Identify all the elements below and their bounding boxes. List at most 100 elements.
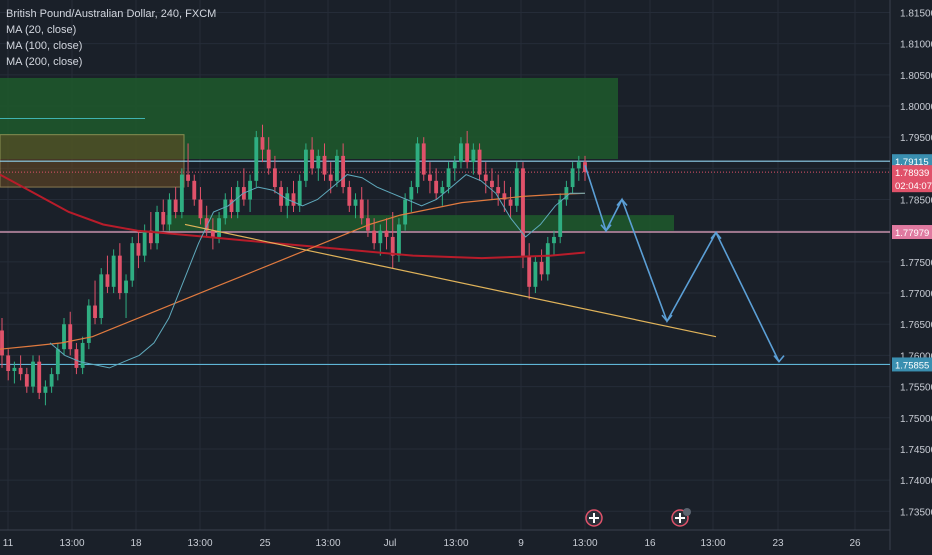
candle-body[interactable]	[167, 199, 172, 225]
ma200-line[interactable]	[0, 173, 586, 260]
candle-body[interactable]	[12, 367, 17, 371]
candle-body[interactable]	[552, 236, 556, 244]
candle-body[interactable]	[545, 243, 550, 275]
candle-body[interactable]	[179, 174, 184, 212]
candle-body[interactable]	[490, 180, 494, 188]
ma200-legend[interactable]: MA (200, close)	[6, 56, 83, 68]
candle-body[interactable]	[266, 149, 271, 169]
candle-body[interactable]	[130, 243, 135, 281]
candle-body[interactable]	[80, 342, 85, 368]
candle-body[interactable]	[421, 143, 426, 175]
candle-body[interactable]	[204, 218, 209, 231]
candle-body[interactable]	[446, 168, 451, 188]
candle-body[interactable]	[99, 274, 104, 318]
candle-body[interactable]	[272, 168, 277, 188]
candle-body[interactable]	[558, 199, 563, 237]
candle-body[interactable]	[564, 187, 569, 200]
candle-body[interactable]	[483, 174, 488, 181]
support-zone[interactable]	[166, 215, 674, 231]
candle-body[interactable]	[409, 187, 414, 200]
candle-body[interactable]	[117, 255, 122, 294]
candle-body[interactable]	[359, 199, 364, 219]
ma100-legend[interactable]: MA (100, close)	[6, 40, 83, 52]
candle-body[interactable]	[93, 305, 97, 318]
candle-body[interactable]	[124, 280, 128, 294]
candle-body[interactable]	[31, 361, 35, 387]
candle-body[interactable]	[328, 174, 333, 181]
candle-body[interactable]	[521, 168, 525, 256]
candle-body[interactable]	[440, 187, 445, 194]
candle-body[interactable]	[74, 349, 79, 368]
candle-body[interactable]	[49, 374, 54, 387]
candle-body[interactable]	[303, 149, 308, 181]
candle-body[interactable]	[55, 349, 60, 375]
candle-body[interactable]	[434, 180, 439, 194]
candle-body[interactable]	[62, 324, 66, 350]
candle-body[interactable]	[6, 355, 11, 371]
candle-body[interactable]	[192, 180, 197, 200]
candle-body[interactable]	[384, 230, 389, 237]
symbol-title[interactable]: British Pound/Australian Dollar, 240, FX…	[6, 8, 217, 20]
candle-body[interactable]	[341, 155, 346, 188]
candle-body[interactable]	[366, 218, 370, 231]
candle-body[interactable]	[210, 230, 215, 237]
candle-body[interactable]	[403, 199, 408, 225]
candle-body[interactable]	[161, 212, 166, 225]
candle-body[interactable]	[465, 143, 470, 163]
candle-body[interactable]	[198, 199, 203, 219]
candle-body[interactable]	[514, 168, 519, 206]
candle-body[interactable]	[254, 137, 259, 181]
candle-body[interactable]	[18, 367, 23, 375]
candle-body[interactable]	[372, 230, 377, 244]
candle-body[interactable]	[148, 230, 153, 244]
candle-body[interactable]	[260, 137, 265, 150]
candle-body[interactable]	[477, 149, 482, 175]
candle-body[interactable]	[136, 243, 141, 256]
candle-body[interactable]	[173, 199, 178, 212]
candle-body[interactable]	[502, 193, 507, 200]
candle-body[interactable]	[570, 168, 575, 188]
candle-body[interactable]	[539, 261, 544, 275]
candle-body[interactable]	[508, 199, 513, 206]
candle-body[interactable]	[229, 199, 234, 212]
candle-body[interactable]	[415, 143, 420, 188]
candle-body[interactable]	[24, 374, 29, 387]
candle-body[interactable]	[310, 149, 315, 169]
candle-body[interactable]	[291, 193, 296, 206]
candle-body[interactable]	[217, 218, 221, 237]
candle-body[interactable]	[322, 155, 327, 175]
candle-body[interactable]	[43, 386, 48, 393]
candle-body[interactable]	[496, 187, 501, 194]
candle-body[interactable]	[279, 187, 284, 206]
candle-body[interactable]	[297, 180, 302, 206]
candle-body[interactable]	[459, 143, 463, 163]
candle-body[interactable]	[353, 199, 358, 206]
candle-body[interactable]	[428, 174, 432, 181]
candle-body[interactable]	[334, 155, 339, 181]
candle-body[interactable]	[223, 199, 228, 219]
projection-path[interactable]	[584, 164, 780, 362]
candle-body[interactable]	[86, 305, 91, 343]
candle-body[interactable]	[316, 155, 321, 169]
candle-body[interactable]	[378, 230, 383, 244]
candle-body[interactable]	[155, 212, 159, 244]
ma20-line[interactable]	[49, 174, 585, 369]
candle-body[interactable]	[533, 261, 538, 287]
candle-body[interactable]	[390, 236, 395, 256]
candle-body[interactable]	[105, 274, 110, 287]
candle-body[interactable]	[576, 162, 581, 169]
candle-body[interactable]	[471, 149, 476, 163]
candle-body[interactable]	[235, 187, 240, 212]
trendline[interactable]	[184, 223, 717, 338]
candle-body[interactable]	[37, 361, 42, 393]
candle-body[interactable]	[68, 324, 73, 350]
candle-body[interactable]	[527, 255, 532, 287]
candle-body[interactable]	[111, 255, 116, 287]
candle-body[interactable]	[397, 224, 401, 256]
candle-body[interactable]	[142, 230, 147, 256]
candle-body[interactable]	[186, 174, 190, 181]
ma100-line[interactable]	[0, 192, 586, 350]
candle-body[interactable]	[452, 162, 457, 169]
